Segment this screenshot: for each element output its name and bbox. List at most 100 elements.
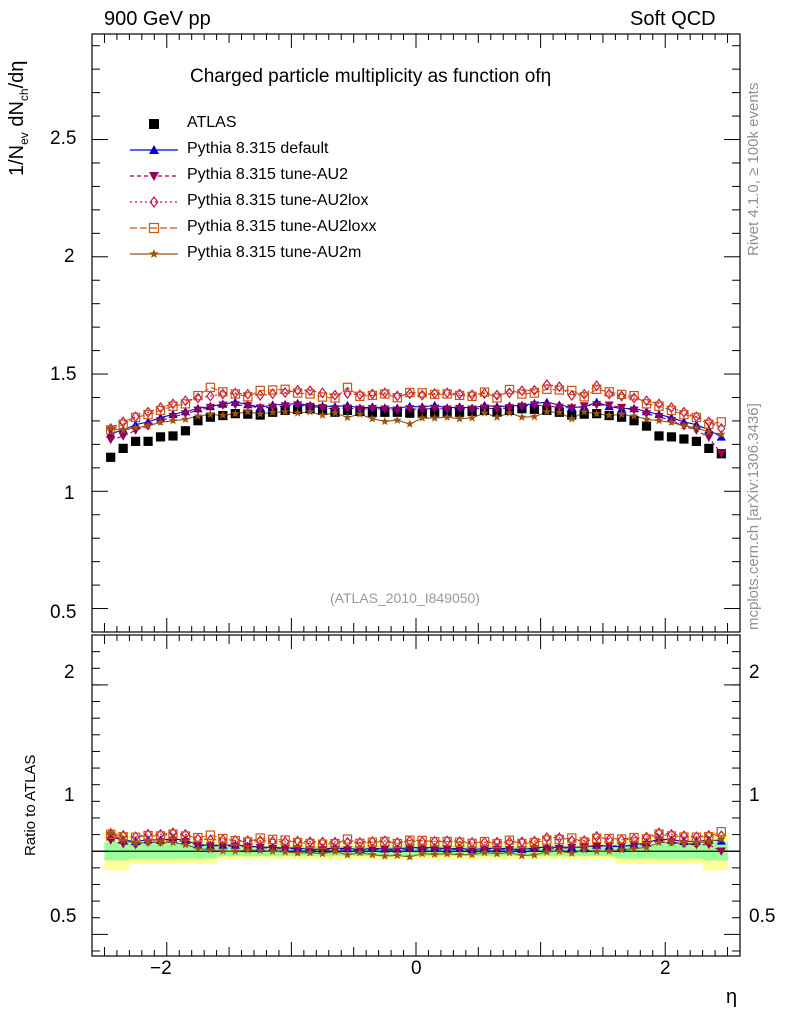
ratio-point-au2m (629, 844, 639, 853)
ratio-point-au2loxx (492, 838, 502, 849)
main-point-au2loxx (305, 389, 315, 399)
main-point-au2lox (592, 380, 601, 392)
ratio-point-au2lox (492, 836, 502, 848)
ylabel-part-d: ch (17, 88, 31, 102)
ratio-point-au2m (480, 847, 489, 857)
main-point-au2 (604, 401, 614, 410)
ratio-point-au2loxx (342, 834, 353, 844)
ratio-point-au2lox (293, 835, 302, 847)
main-point-au2loxx (317, 392, 328, 402)
ratio-point-au2lox (181, 828, 190, 840)
main-point-au2m (480, 408, 489, 417)
main-point-au2loxx (567, 385, 577, 396)
ratio-point-au2m (268, 846, 278, 855)
ratio-point-au2m (143, 837, 153, 846)
main-point-atlas (106, 452, 116, 462)
ratio-point-au2loxx (305, 838, 315, 849)
ratio-point-au2loxx (205, 830, 216, 840)
ratio-panel-frame (91, 634, 741, 957)
main-point-au2m (629, 411, 639, 420)
main-point-atlas (691, 436, 701, 446)
main-point-atlas (168, 431, 178, 441)
ratio-point-au2 (405, 845, 415, 854)
ratio-point-au2m (181, 840, 190, 849)
main-point-au2 (218, 401, 228, 410)
legend-label-atlas: ATLAS (187, 114, 237, 131)
main-point-au2lox (505, 387, 514, 399)
main-point-au2lox (355, 389, 365, 401)
ratio-point-au2lox (168, 827, 178, 839)
main-point-atlas (629, 416, 639, 426)
main-point-au2lox (218, 388, 228, 400)
legend-label-au2lox: Pythia 8.315 tune-AU2lox (187, 192, 369, 209)
ratio-point-au2m (343, 850, 352, 859)
ratio-point-au2loxx (629, 832, 639, 843)
legend-label-au2loxx: Pythia 8.315 tune-AU2loxx (187, 218, 377, 235)
legend-marker-au2loxx (148, 222, 160, 234)
main-point-au2 (542, 402, 552, 411)
main-point-default (716, 432, 726, 441)
main-point-au2lox (555, 381, 564, 393)
main-point-au2lox (268, 388, 277, 400)
ratio-point-au2 (704, 840, 714, 850)
main-point-au2 (467, 405, 477, 414)
main-point-au2loxx (716, 417, 727, 427)
legend-marker-au2 (149, 172, 159, 181)
main-point-au2m (692, 423, 701, 432)
ratio-point-au2loxx (280, 835, 290, 845)
ratio-point-au2loxx (417, 835, 427, 846)
main-point-au2m (330, 408, 340, 417)
ratio-point-au2m (218, 846, 228, 855)
ratio-point-au2 (380, 845, 390, 855)
ratio-point-au2m (243, 845, 253, 854)
main-point-atlas (155, 432, 166, 442)
main-point-au2m (206, 410, 215, 419)
main-point-au2m (642, 414, 651, 424)
ratio-point-au2m (380, 851, 390, 860)
ratio-point-au2 (430, 845, 440, 854)
main-point-au2m (343, 412, 352, 422)
main-point-au2 (492, 405, 502, 414)
ratio-ytick-label-left: 1 (64, 785, 75, 806)
legend-label-au2: Pythia 8.315 tune-AU2 (187, 166, 348, 183)
legend-label-au2m: Pythia 8.315 tune-AU2m (187, 244, 362, 261)
main-point-au2m (305, 407, 315, 416)
main-ytick-label: 2 (64, 246, 75, 267)
main-point-au2 (131, 426, 141, 435)
main-point-au2lox (617, 390, 626, 402)
ratio-point-au2 (118, 840, 128, 849)
ratio-point-au2lox (654, 827, 664, 839)
main-point-au2loxx (367, 390, 378, 401)
legend-symbols (130, 119, 178, 259)
ratio-point-au2m (716, 834, 726, 844)
main-point-atlas (205, 412, 215, 422)
main-point-au2m (405, 419, 415, 428)
main-panel-frame (91, 33, 741, 633)
main-point-au2 (180, 410, 191, 419)
axis-frames (91, 33, 741, 957)
main-point-au2loxx (629, 390, 639, 401)
ratio-point-au2lox (505, 836, 514, 848)
ratio-point-au2loxx (554, 834, 565, 845)
ylabel-part-b: ev (17, 132, 31, 145)
ratio-point-au2m (692, 838, 701, 847)
main-point-au2loxx (168, 401, 178, 411)
main-point-au2m (368, 414, 377, 423)
main-point-au2 (704, 433, 714, 442)
ratio-point-au2m (318, 849, 327, 858)
ratio-point-au2lox (305, 836, 315, 848)
main-point-atlas (118, 443, 128, 453)
main-point-au2loxx (380, 389, 390, 399)
main-point-atlas (180, 426, 191, 436)
main-point-au2m (268, 407, 278, 416)
ratio-point-au2loxx (317, 839, 328, 849)
main-point-au2m (430, 413, 440, 422)
ratio-point-au2lox (343, 836, 352, 848)
main-point-atlas (143, 436, 153, 446)
ratio-point-au2lox (206, 834, 215, 846)
main-point-au2loxx (417, 388, 427, 398)
ratio-point-au2loxx (616, 834, 627, 844)
ratio-point-au2loxx (218, 833, 228, 844)
ratio-point-au2 (392, 846, 402, 855)
ratio-point-au2m (592, 846, 602, 855)
